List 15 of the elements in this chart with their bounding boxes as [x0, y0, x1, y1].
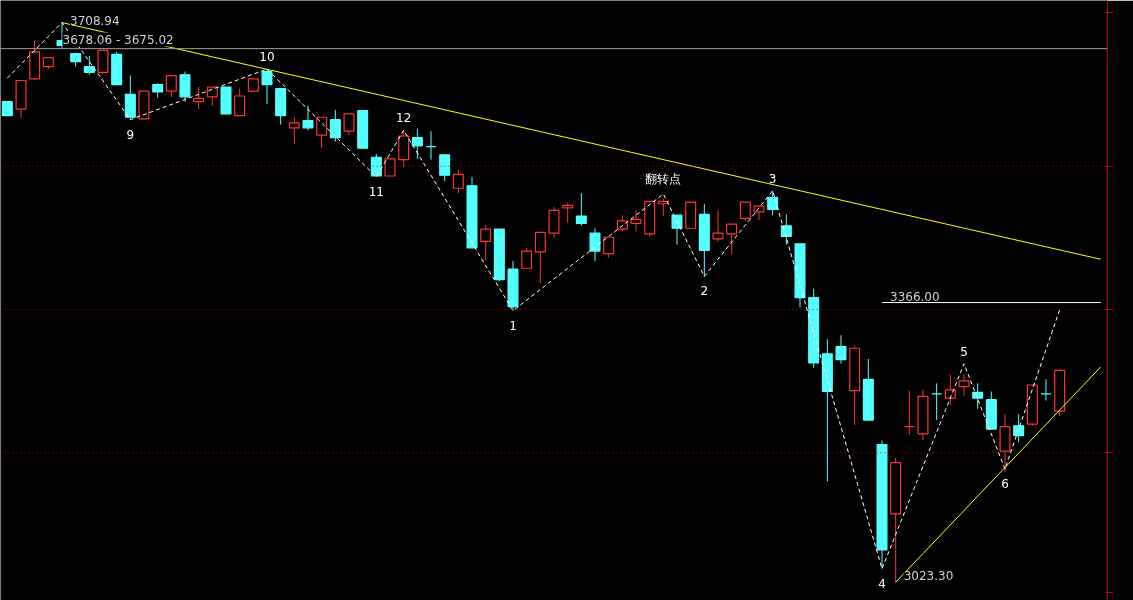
data-label: 3708.94 — [70, 14, 120, 29]
annotation: 1 — [509, 318, 517, 333]
data-label: 3023.30 — [903, 569, 954, 584]
data-label: 3366.00 — [890, 289, 940, 304]
annotation: 9 — [126, 127, 135, 142]
annotation: 3678.06 - 3675.02 — [62, 32, 174, 47]
annotation: 4 — [878, 576, 886, 591]
annotation: 5 — [960, 344, 968, 359]
annotation: 翻转点 — [645, 171, 682, 186]
annotation: 12 — [396, 111, 412, 126]
annotation: 10 — [259, 50, 275, 65]
annotation: 2 — [700, 284, 709, 299]
annotation: 3 — [768, 171, 777, 186]
annotation: 6 — [1001, 477, 1009, 492]
annotation: 11 — [368, 184, 384, 199]
